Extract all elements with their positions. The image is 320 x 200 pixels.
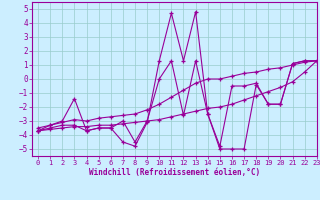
X-axis label: Windchill (Refroidissement éolien,°C): Windchill (Refroidissement éolien,°C) <box>89 168 260 177</box>
